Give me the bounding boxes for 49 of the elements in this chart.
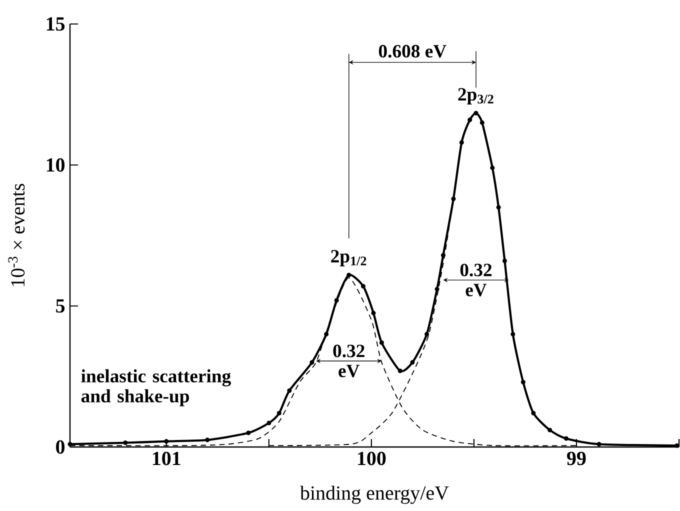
point — [496, 205, 501, 210]
point — [474, 110, 478, 116]
point — [310, 360, 314, 365]
y-tick-label: 10 — [46, 158, 65, 172]
point — [424, 332, 430, 336]
point — [596, 442, 602, 446]
point — [520, 380, 526, 384]
point — [440, 252, 446, 258]
point — [276, 410, 282, 416]
point — [548, 428, 552, 432]
point — [68, 442, 72, 446]
point — [490, 166, 495, 170]
x-axis-title: binding energy/eV — [300, 486, 449, 504]
annotation: inelastic scattering and shake-up — [81, 369, 231, 406]
y-tick-label: 0 — [56, 440, 65, 454]
point — [510, 332, 516, 336]
point — [451, 196, 456, 202]
x-tick-label: 100 — [358, 452, 386, 466]
point — [564, 436, 568, 441]
point — [346, 272, 352, 278]
point — [371, 310, 376, 316]
point — [379, 340, 384, 345]
point — [502, 258, 507, 264]
point — [334, 298, 339, 303]
y-axis-title: 10$^{-3}$ × events — [8, 184, 25, 286]
point — [468, 118, 472, 122]
point — [246, 430, 251, 436]
annotation: 0.32 eV — [333, 344, 364, 378]
point — [531, 410, 536, 416]
point — [434, 286, 440, 292]
point — [287, 388, 292, 393]
point — [123, 440, 128, 446]
point — [459, 140, 464, 145]
y-tick-label: 15 — [46, 17, 65, 31]
point — [480, 120, 484, 125]
point — [410, 360, 415, 365]
x-tick-label: 101 — [152, 452, 180, 466]
point — [164, 439, 169, 444]
point — [360, 284, 366, 289]
point — [266, 420, 272, 426]
point — [324, 332, 329, 336]
point — [398, 368, 402, 374]
y-tick-label: 5 — [56, 299, 65, 313]
annotation: 2p$_{1/2}$ — [331, 250, 366, 266]
point — [205, 438, 210, 442]
annotation: 0.32 eV — [460, 264, 492, 296]
annotation: 2p$_{3/2}$ — [458, 88, 494, 104]
x-tick-label: 99 — [567, 452, 586, 466]
annotation: 0.608 eV — [378, 44, 446, 58]
